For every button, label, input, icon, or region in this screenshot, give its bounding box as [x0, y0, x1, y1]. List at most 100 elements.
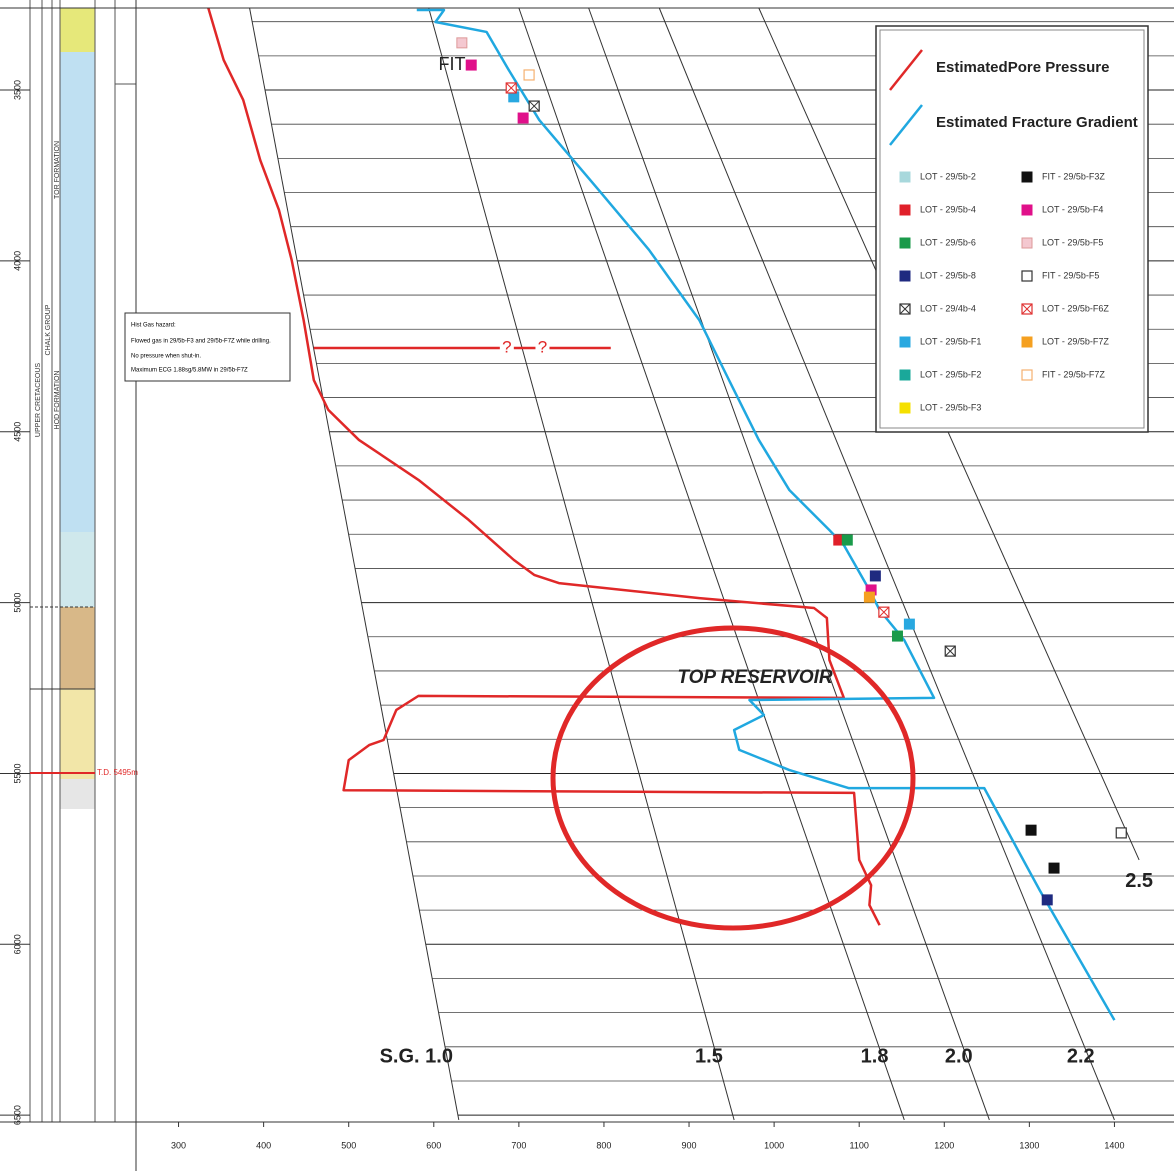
marker: [842, 535, 852, 545]
marker: [1116, 828, 1126, 838]
marker-box: [900, 205, 910, 215]
marker: [900, 403, 910, 413]
legend-label: LOT - 29/5b-2: [920, 171, 976, 181]
marker: [870, 571, 880, 581]
marker: [524, 70, 534, 80]
x-tick-label: 600: [426, 1140, 441, 1150]
legend-label: LOT - 29/5b-F6Z: [1042, 303, 1109, 313]
marker-box: [1022, 337, 1032, 347]
marker: [466, 60, 476, 70]
marker-box: [1022, 238, 1032, 248]
y-tick-label: 4500: [12, 422, 22, 442]
marker-box: [1026, 825, 1036, 835]
legend-label: FIT - 29/5b-F3Z: [1042, 171, 1105, 181]
gradient-label: 2.5: [1125, 870, 1153, 892]
legend-box: [876, 26, 1148, 432]
marker: [900, 337, 910, 347]
marker-box: [1042, 895, 1052, 905]
legend-label: EstimatedPore Pressure: [936, 59, 1109, 76]
legend-label: LOT - 29/5b-F4: [1042, 204, 1103, 214]
x-tick-label: 700: [511, 1140, 526, 1150]
marker-box: [1022, 172, 1032, 182]
gradient-label: 2.0: [945, 1045, 973, 1067]
marker-box: [1022, 271, 1032, 281]
x-tick-label: 500: [341, 1140, 356, 1150]
lithology: [60, 607, 95, 689]
lithology: [60, 779, 95, 809]
marker-box: [864, 592, 874, 602]
legend-label: LOT - 29/5b-4: [920, 204, 976, 214]
legend-label: LOT - 29/5b-6: [920, 237, 976, 247]
lithology: [60, 8, 95, 52]
note-line: Flowed gas in 29/5b-F3 and 29/5b-F7Z whi…: [131, 339, 271, 345]
marker-box: [900, 337, 910, 347]
x-tick-label: 800: [596, 1140, 611, 1150]
x-tick-label: 1200: [934, 1140, 954, 1150]
marker: [1022, 172, 1032, 182]
note-line: Maximum ECG 1.88sg/5.8MW in 29/5b-F7Z: [131, 368, 248, 374]
marker-box: [870, 571, 880, 581]
y-tick-label: 6000: [12, 934, 22, 954]
strat-label: UPPER CRETACEOUS: [35, 363, 42, 437]
marker-box: [900, 370, 910, 380]
marker-box: [457, 38, 467, 48]
marker: [879, 607, 889, 617]
marker: [1022, 238, 1032, 248]
marker-box: [466, 60, 476, 70]
gradient-label: 1.5: [695, 1045, 723, 1067]
strat-label: HOD FORMATION: [54, 371, 61, 430]
marker: [1042, 895, 1052, 905]
lithology: [60, 532, 95, 607]
marker-box: [524, 70, 534, 80]
marker-box: [900, 403, 910, 413]
lithology: [60, 689, 95, 779]
marker: [900, 304, 910, 314]
x-tick-label: 300: [171, 1140, 186, 1150]
marker: [506, 83, 516, 93]
marker: [864, 592, 874, 602]
marker: [900, 238, 910, 248]
top-reservoir-label: TOP RESERVOIR: [677, 667, 832, 688]
gradient-label: 1.8: [861, 1045, 889, 1067]
marker-box: [1116, 828, 1126, 838]
marker: [945, 646, 955, 656]
marker-box: [892, 631, 902, 641]
marker: [1022, 205, 1032, 215]
marker: [1022, 370, 1032, 380]
note-line: Hist Gas hazard:: [131, 323, 176, 329]
legend-label: FIT - 29/5b-F7Z: [1042, 369, 1105, 379]
marker: [900, 205, 910, 215]
marker: [900, 172, 910, 182]
marker: [1022, 271, 1032, 281]
x-tick-label: 1400: [1104, 1140, 1124, 1150]
y-tick-label: 4000: [12, 251, 22, 271]
y-tick-label: 3500: [12, 80, 22, 100]
marker: [1026, 825, 1036, 835]
marker-box: [904, 619, 914, 629]
legend-label: Estimated Fracture Gradient: [936, 114, 1138, 131]
strat-label: TOR FORMATION: [54, 141, 61, 199]
legend-label: FIT - 29/5b-F5: [1042, 270, 1099, 280]
fit-label: FIT: [439, 54, 466, 74]
marker: [1049, 863, 1059, 873]
marker-box: [1022, 205, 1032, 215]
marker: [457, 38, 467, 48]
marker: [529, 101, 539, 111]
marker-box: [1049, 863, 1059, 873]
chart: T.D. 5495m UPPER CRETACEOUS CHALK GROUP …: [0, 0, 1174, 1171]
marker: [1022, 304, 1032, 314]
x-tick-label: 1100: [850, 1140, 869, 1150]
marker-box: [842, 535, 852, 545]
query-label: ?: [538, 337, 547, 356]
x-tick-label: 900: [682, 1140, 697, 1150]
legend-label: LOT - 29/4b-4: [920, 303, 976, 313]
gradient-label: 2.2: [1067, 1045, 1095, 1067]
marker-box: [1022, 370, 1032, 380]
marker: [904, 619, 914, 629]
legend-label: LOT - 29/5b-F1: [920, 336, 981, 346]
marker: [892, 631, 902, 641]
legend-label: LOT - 29/5b-8: [920, 270, 976, 280]
x-tick-label: 1300: [1019, 1140, 1039, 1150]
legend-label: LOT - 29/5b-F5: [1042, 237, 1103, 247]
note-line: No pressure when shut-in.: [131, 354, 201, 360]
